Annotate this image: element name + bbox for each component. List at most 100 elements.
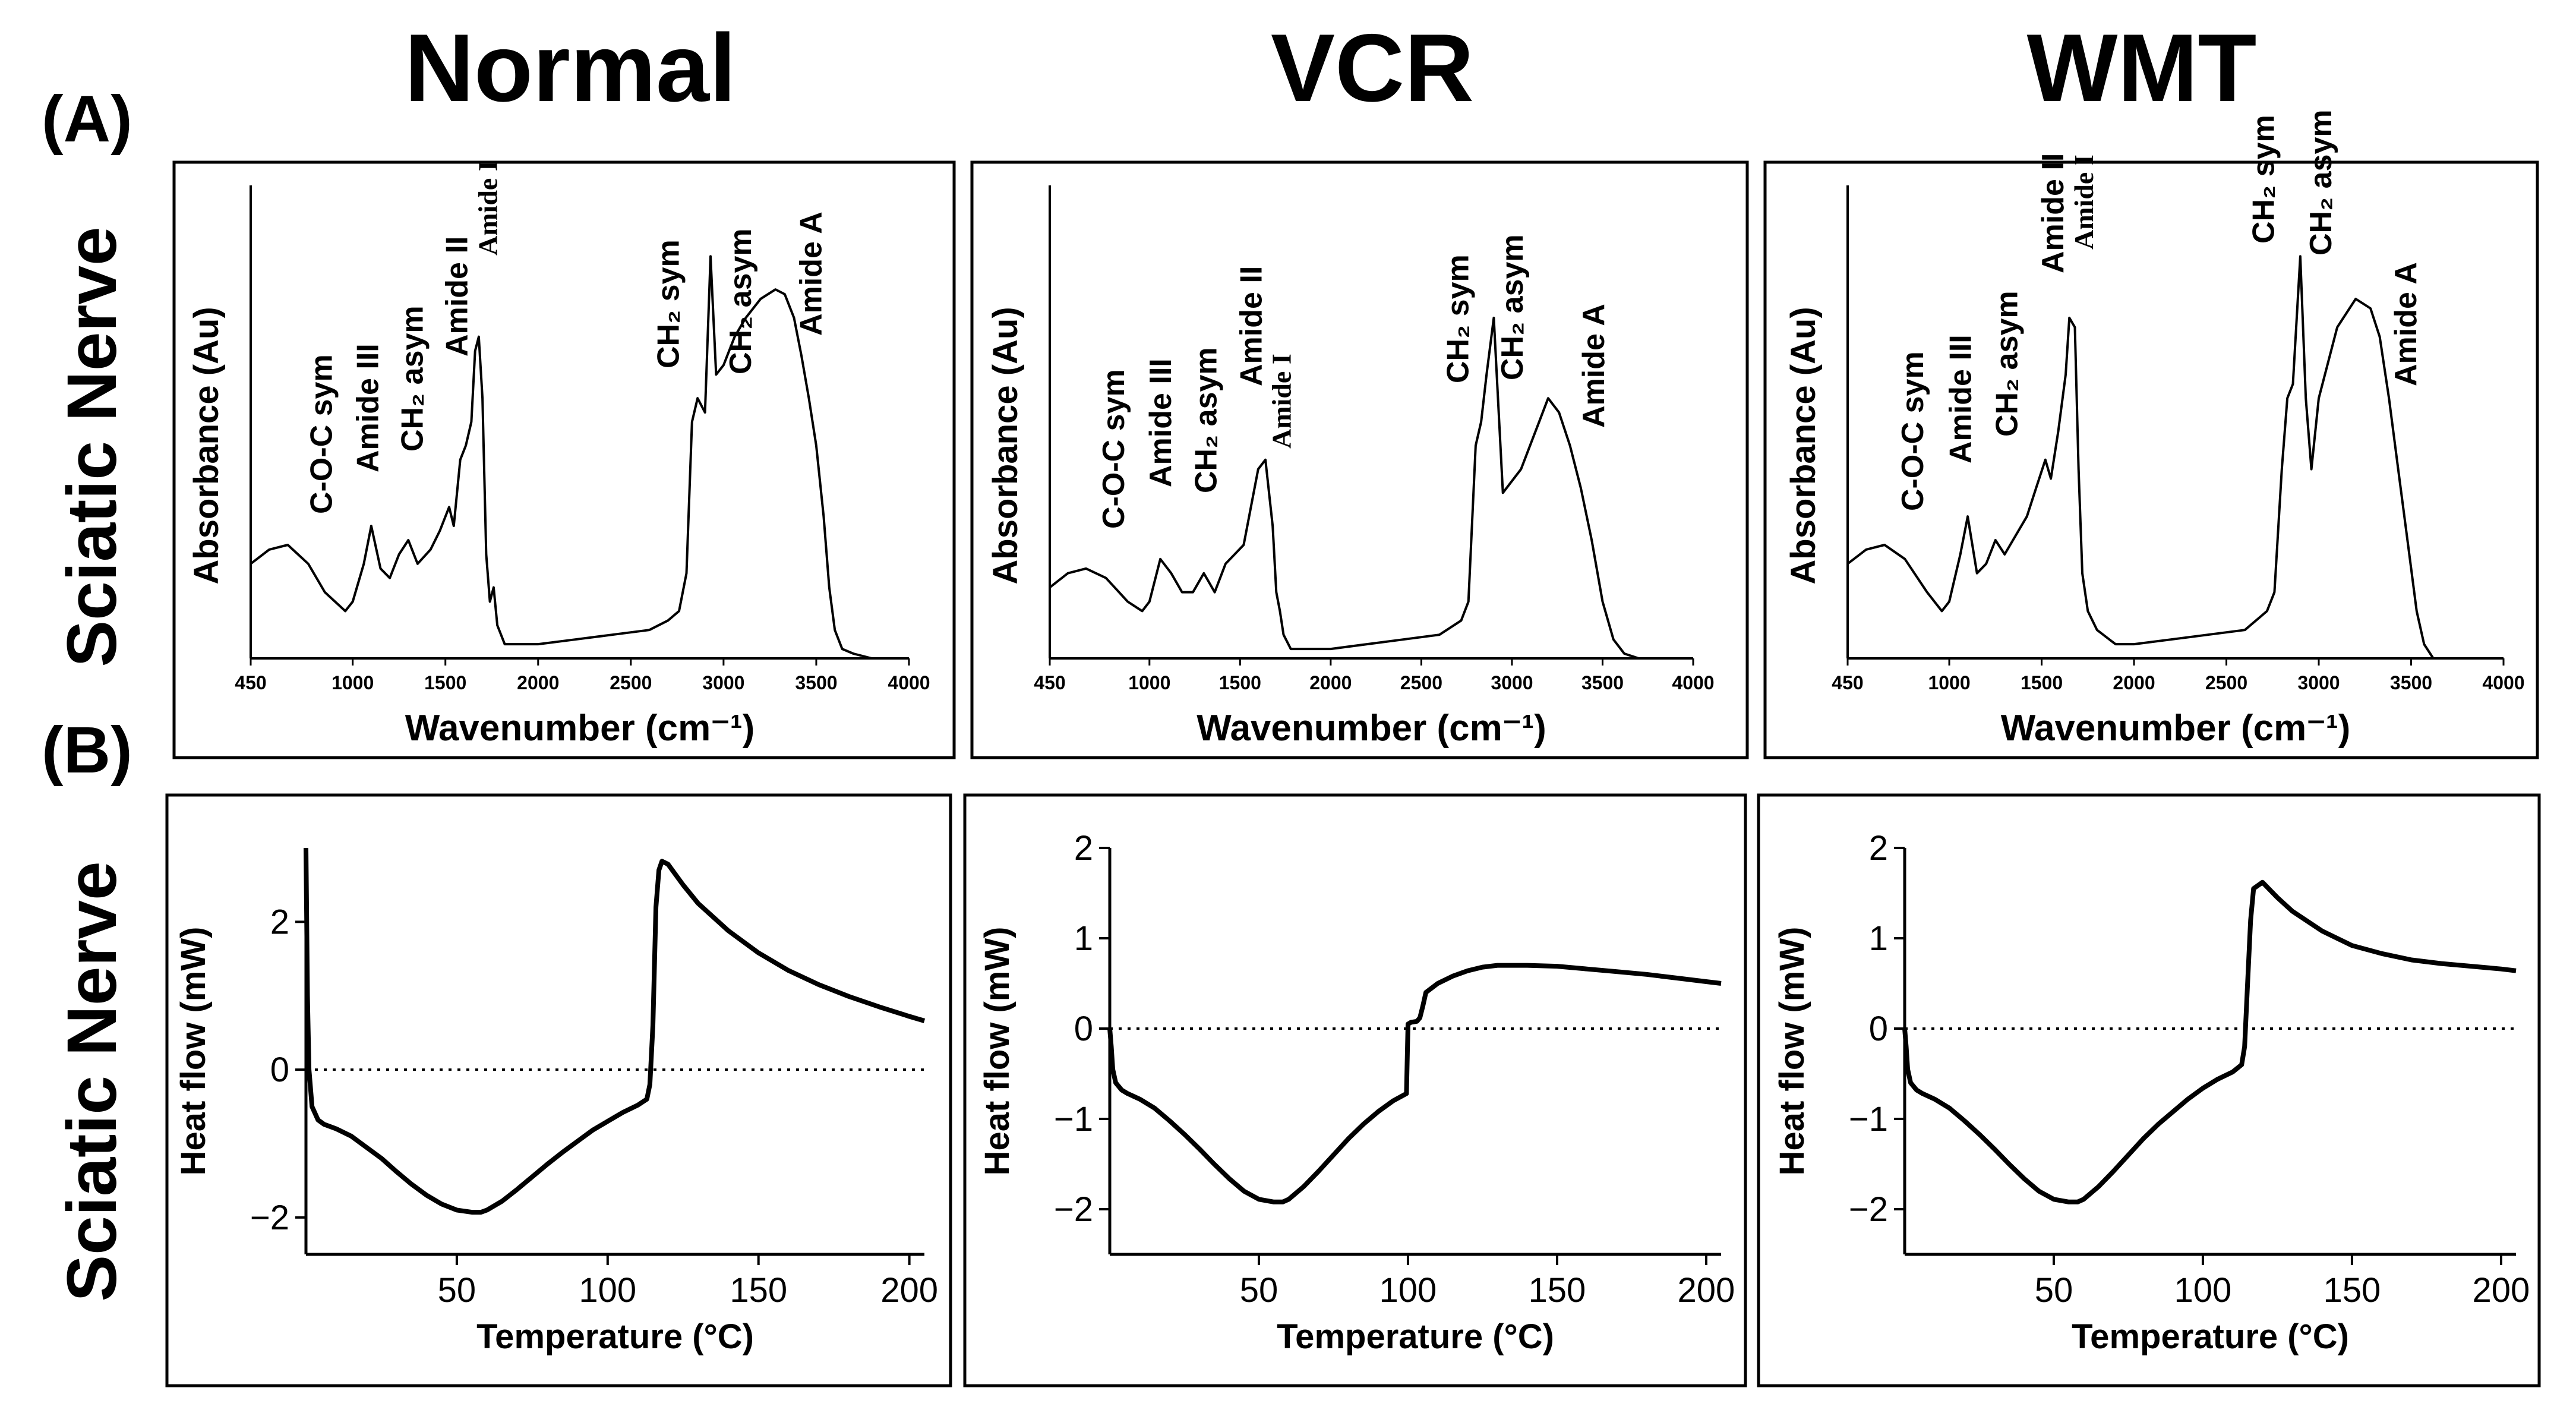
y-tick-label: 1 bbox=[1869, 919, 1888, 958]
dsc-chart-wmt: 50 100 150 200 −2 −1 0 1 2 Temperature (°C) Heat f… bbox=[1757, 793, 2541, 1387]
row-label-b: Sciatic Nerve bbox=[53, 861, 131, 1301]
peak-annotation: Amide II bbox=[440, 236, 474, 357]
column-title-normal: Normal bbox=[405, 14, 736, 122]
x-tick-label: 50 bbox=[2035, 1271, 2073, 1310]
series-line-wmt bbox=[1846, 255, 2504, 660]
peak-annotation: Amide A bbox=[2389, 262, 2423, 386]
x-tick-label: 1000 bbox=[332, 672, 374, 693]
x-tick-label: 1000 bbox=[1128, 672, 1170, 693]
series-line-normal bbox=[304, 847, 926, 1215]
panel-frame bbox=[165, 793, 952, 1387]
x-axis-title: Wavenumber (cm⁻¹) bbox=[2001, 708, 2351, 749]
y-tick-label: −1 bbox=[1054, 1100, 1093, 1139]
x-tick-label: 1000 bbox=[1928, 672, 1970, 693]
panel-frame bbox=[172, 160, 956, 759]
peak-annotation: CH₂ sym bbox=[651, 239, 686, 368]
x-tick-label: 4000 bbox=[888, 672, 930, 693]
x-tick-label: 4000 bbox=[2482, 672, 2524, 693]
y-tick-label: −2 bbox=[1054, 1190, 1093, 1229]
x-tick-label: 2500 bbox=[1400, 672, 1442, 693]
y-tick-label: 1 bbox=[1074, 919, 1093, 958]
x-tick-label: 2500 bbox=[2205, 672, 2247, 693]
x-tick-label: 200 bbox=[1678, 1271, 1735, 1310]
peak-annotation: C-O-C sym bbox=[1097, 369, 1131, 529]
x-tick-label: 100 bbox=[1379, 1271, 1437, 1310]
series-line-vcr bbox=[1107, 963, 1722, 1204]
peak-annotation: Amide A bbox=[1577, 304, 1611, 428]
x-tick-label: 50 bbox=[1240, 1271, 1278, 1310]
y-axis-title: Absorbance (Au) bbox=[986, 307, 1025, 584]
series-line-wmt bbox=[1902, 879, 2517, 1204]
peak-annotation: Amide III bbox=[1144, 358, 1178, 487]
peak-annotation: Amide I bbox=[1266, 354, 1296, 449]
x-axis-title: Temperature (°C) bbox=[1277, 1317, 1554, 1356]
dsc-chart-vcr: 50 100 150 200 −2 −1 0 1 2 Temperature (°C) Heat f… bbox=[963, 793, 1747, 1387]
x-tick-label: 3000 bbox=[702, 672, 744, 693]
panel-frame bbox=[1763, 160, 2539, 759]
x-tick-label: 2500 bbox=[610, 672, 652, 693]
peak-annotation: CH₂ asym bbox=[1990, 291, 2024, 437]
series-line-vcr bbox=[1049, 316, 1675, 660]
y-axis-title: Heat flow (mW) bbox=[174, 927, 213, 1176]
x-tick-label: 50 bbox=[438, 1271, 476, 1310]
peak-annotation: CH₂ asym bbox=[396, 305, 430, 452]
y-tick-label: −2 bbox=[1849, 1190, 1888, 1229]
peak-annotation: C-O-C sym bbox=[305, 354, 339, 514]
dsc-chart-normal: 50 100 150 200 −2 0 2 Temperature (°C) Heat flow… bbox=[165, 793, 952, 1387]
peak-annotation: CH₂ asym bbox=[1495, 234, 1530, 380]
x-axis-title: Wavenumber (cm⁻¹) bbox=[405, 708, 755, 749]
x-tick-label: 450 bbox=[1034, 672, 1065, 693]
x-axis-title: Temperature (°C) bbox=[2072, 1317, 2349, 1356]
ftir-chart-normal: 450 1000 1500 2000 2500 3000 3500 4000 Wavenumbe… bbox=[172, 160, 956, 759]
panel-a-label: (A) bbox=[42, 83, 132, 156]
peak-annotation: Amide A bbox=[794, 212, 829, 336]
x-tick-label: 1500 bbox=[2021, 672, 2063, 693]
x-tick-label: 2000 bbox=[517, 672, 559, 693]
y-tick-label: 0 bbox=[1869, 1010, 1888, 1048]
x-tick-label: 150 bbox=[2324, 1271, 2381, 1310]
y-tick-label: 0 bbox=[1074, 1010, 1093, 1048]
column-title-wmt: WMT bbox=[2027, 14, 2257, 122]
peak-annotation: Amide III bbox=[1944, 335, 1978, 463]
panel-b-label: (B) bbox=[42, 714, 132, 787]
x-tick-label: 200 bbox=[2473, 1271, 2530, 1310]
x-tick-label: 450 bbox=[235, 672, 266, 693]
x-tick-label: 100 bbox=[579, 1271, 636, 1310]
y-axis-title: Heat flow (mW) bbox=[978, 927, 1016, 1176]
series-line-normal bbox=[250, 255, 909, 660]
column-title-vcr: VCR bbox=[1271, 14, 1474, 122]
x-axis-title: Wavenumber (cm⁻¹) bbox=[1197, 708, 1546, 749]
y-tick-label: 0 bbox=[270, 1051, 289, 1089]
x-tick-label: 3000 bbox=[1491, 672, 1533, 693]
x-tick-label: 100 bbox=[2174, 1271, 2232, 1310]
peak-annotation: Amide III bbox=[351, 343, 386, 472]
panel-frame bbox=[1757, 793, 2541, 1387]
y-tick-label: −2 bbox=[250, 1199, 289, 1237]
row-label-a: Sciatic Nerve bbox=[53, 226, 131, 667]
x-tick-label: 2000 bbox=[1309, 672, 1352, 693]
x-tick-label: 3500 bbox=[795, 672, 837, 693]
x-tick-label: 200 bbox=[880, 1271, 938, 1310]
y-tick-label: 2 bbox=[270, 903, 289, 941]
x-tick-label: 4000 bbox=[1672, 672, 1714, 693]
peak-annotation: CH₂ asym bbox=[2304, 109, 2338, 256]
peak-annotation: C-O-C sym bbox=[1896, 351, 1930, 511]
y-axis-title: Absorbance (Au) bbox=[187, 307, 226, 584]
x-tick-label: 450 bbox=[1832, 672, 1863, 693]
x-tick-label: 3000 bbox=[2297, 672, 2340, 693]
x-tick-label: 2000 bbox=[2113, 672, 2155, 693]
ftir-chart-wmt: 450 1000 1500 2000 2500 3000 3500 4000 Wavenumbe… bbox=[1763, 109, 2539, 759]
y-axis-title: Heat flow (mW) bbox=[1773, 927, 1811, 1176]
peak-annotation: CH₂ sym bbox=[1441, 254, 1475, 383]
x-tick-label: 1500 bbox=[424, 672, 466, 693]
panel-frame bbox=[970, 160, 1749, 759]
ftir-chart-vcr: 450 1000 1500 2000 2500 3000 3500 4000 Wavenumbe… bbox=[970, 160, 1749, 759]
peak-annotation: CH₂ asym bbox=[1189, 347, 1223, 493]
peak-annotation: CH₂ sym bbox=[2247, 115, 2281, 244]
y-tick-label: −1 bbox=[1849, 1100, 1888, 1139]
x-tick-label: 1500 bbox=[1219, 672, 1261, 693]
peak-annotation: Amide I bbox=[472, 160, 503, 256]
panel-frame bbox=[963, 793, 1747, 1387]
x-tick-label: 150 bbox=[1529, 1271, 1586, 1310]
